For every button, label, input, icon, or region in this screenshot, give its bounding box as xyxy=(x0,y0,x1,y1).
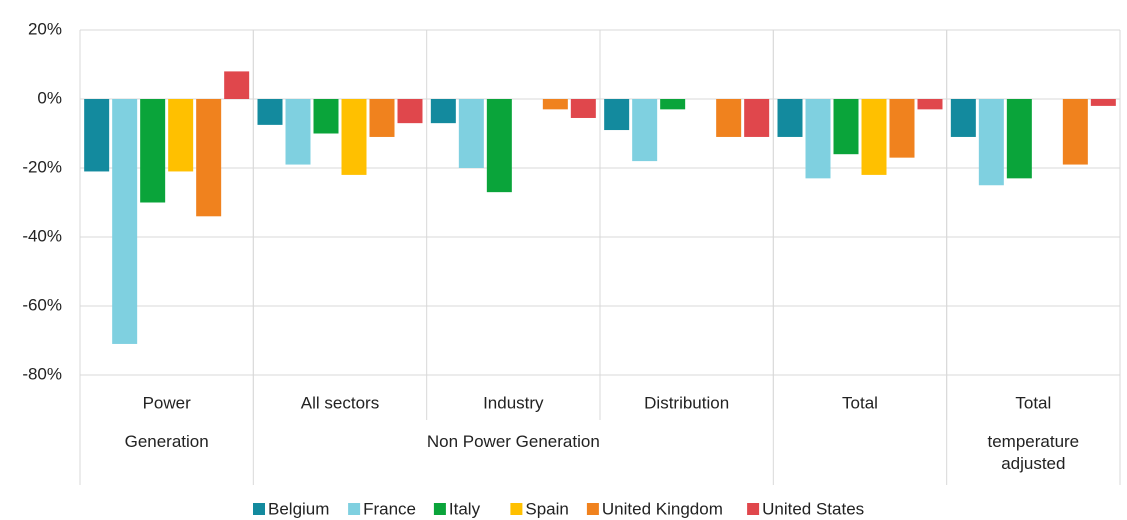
legend-swatch xyxy=(253,503,265,515)
legend-label: Italy xyxy=(449,499,481,518)
bar xyxy=(458,99,484,168)
group-label: Generation xyxy=(124,432,209,451)
bar xyxy=(84,99,110,172)
bar xyxy=(950,99,976,137)
bar xyxy=(430,99,456,124)
legend-swatch xyxy=(747,503,760,515)
bar xyxy=(744,99,770,137)
x-tick-label: Total xyxy=(842,393,878,412)
bar xyxy=(112,99,138,344)
x-tick-label: Power xyxy=(143,393,192,412)
legend-label: Belgium xyxy=(268,499,329,518)
legend-label: France xyxy=(363,499,416,518)
bar xyxy=(486,99,512,193)
group-label: Non Power Generation xyxy=(426,432,600,451)
x-tick-label: Total xyxy=(1015,393,1051,412)
bar xyxy=(285,99,311,165)
bar xyxy=(1006,99,1032,179)
bar xyxy=(660,99,686,110)
bar xyxy=(570,99,596,118)
bar xyxy=(542,99,568,110)
legend-label: United States xyxy=(762,499,864,518)
legend-swatch xyxy=(510,503,523,515)
group-label: temperature adjusted xyxy=(987,432,1080,473)
bar xyxy=(196,99,222,217)
y-tick-label: -60% xyxy=(22,295,62,314)
y-tick-label: 20% xyxy=(28,19,62,38)
x-tick-label: Industry xyxy=(483,393,544,412)
bar xyxy=(397,99,423,124)
bar xyxy=(777,99,803,137)
legend-swatch xyxy=(433,503,446,515)
legend-label: Spain xyxy=(525,499,568,518)
bar xyxy=(1062,99,1088,165)
bar xyxy=(716,99,742,137)
bar xyxy=(1090,99,1116,106)
bar xyxy=(805,99,831,179)
bar xyxy=(861,99,887,175)
bar xyxy=(168,99,194,172)
legend-label: United Kingdom xyxy=(602,499,723,518)
bar xyxy=(257,99,283,125)
x-tick-label: Distribution xyxy=(644,393,729,412)
x-tick-label: All sectors xyxy=(301,393,379,412)
y-tick-label: -80% xyxy=(22,364,62,383)
bar xyxy=(140,99,166,203)
y-tick-label: 0% xyxy=(37,88,62,107)
bar xyxy=(604,99,630,131)
bar xyxy=(224,71,250,99)
bar xyxy=(978,99,1004,186)
bar xyxy=(917,99,943,110)
bar xyxy=(341,99,367,175)
bar xyxy=(313,99,339,134)
bar xyxy=(889,99,915,158)
y-tick-label: -40% xyxy=(22,226,62,245)
y-tick-label: -20% xyxy=(22,157,62,176)
bar xyxy=(369,99,395,137)
legend-swatch xyxy=(348,503,361,515)
legend-swatch xyxy=(586,503,599,515)
bar xyxy=(632,99,658,162)
bar xyxy=(833,99,859,155)
